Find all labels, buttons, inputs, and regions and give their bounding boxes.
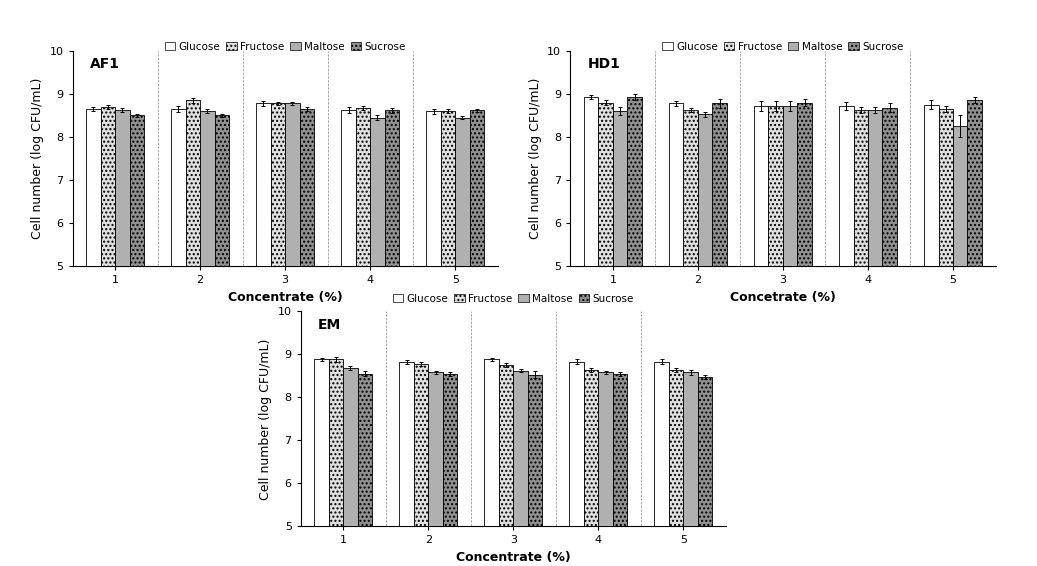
Bar xyxy=(426,111,441,266)
Bar xyxy=(598,372,613,526)
X-axis label: Concetrate (%): Concetrate (%) xyxy=(730,290,836,303)
Bar xyxy=(271,104,285,266)
Bar xyxy=(499,365,513,526)
Bar xyxy=(868,110,882,266)
Bar xyxy=(783,106,797,266)
Bar xyxy=(300,109,314,266)
Bar xyxy=(256,104,271,266)
Y-axis label: Cell number (log CFU/mL): Cell number (log CFU/mL) xyxy=(31,78,44,239)
Bar xyxy=(797,102,812,266)
Bar xyxy=(171,109,186,266)
Bar xyxy=(683,372,698,526)
Bar xyxy=(968,100,982,266)
Bar xyxy=(343,368,358,526)
Bar xyxy=(882,108,897,266)
Bar xyxy=(86,109,101,266)
Bar xyxy=(341,110,356,266)
Bar xyxy=(613,111,627,266)
Bar xyxy=(443,374,457,526)
Bar xyxy=(839,106,853,266)
Bar xyxy=(441,111,455,266)
Text: AF1: AF1 xyxy=(89,57,119,71)
X-axis label: Concentrate (%): Concentrate (%) xyxy=(456,551,570,564)
Bar xyxy=(200,111,215,266)
Bar xyxy=(712,104,727,266)
Bar xyxy=(130,115,144,266)
Legend: Glucose, Fructose, Maltose, Sucrose: Glucose, Fructose, Maltose, Sucrose xyxy=(663,42,903,52)
Bar xyxy=(598,102,613,266)
Bar xyxy=(385,110,399,266)
Bar xyxy=(938,109,953,266)
Bar xyxy=(924,105,938,266)
Bar xyxy=(101,107,115,266)
Bar xyxy=(584,97,598,266)
Bar xyxy=(953,126,968,266)
Bar xyxy=(329,359,343,526)
Text: EM: EM xyxy=(317,318,341,332)
Bar xyxy=(455,118,470,266)
Bar xyxy=(414,364,428,526)
Bar xyxy=(584,370,598,526)
Y-axis label: Cell number (log CFU/mL): Cell number (log CFU/mL) xyxy=(259,338,272,500)
Bar xyxy=(569,362,584,526)
Bar xyxy=(484,359,499,526)
Y-axis label: Cell number (log CFU/mL): Cell number (log CFU/mL) xyxy=(529,78,541,239)
Bar xyxy=(528,375,542,526)
Bar xyxy=(768,106,783,266)
Bar xyxy=(669,370,683,526)
Bar xyxy=(627,97,642,266)
Legend: Glucose, Fructose, Maltose, Sucrose: Glucose, Fructose, Maltose, Sucrose xyxy=(393,294,634,304)
Bar xyxy=(285,104,300,266)
Bar xyxy=(698,377,712,526)
Bar xyxy=(428,372,443,526)
Bar xyxy=(669,104,683,266)
Text: HD1: HD1 xyxy=(587,57,620,71)
Bar xyxy=(356,108,370,266)
Bar xyxy=(399,362,414,526)
Bar xyxy=(613,374,627,526)
Bar xyxy=(654,362,669,526)
Bar xyxy=(853,110,868,266)
Bar xyxy=(358,374,372,526)
Bar xyxy=(698,114,712,266)
Bar xyxy=(513,371,528,526)
Legend: Glucose, Fructose, Maltose, Sucrose: Glucose, Fructose, Maltose, Sucrose xyxy=(165,42,405,52)
Bar xyxy=(314,359,329,526)
Bar xyxy=(754,106,768,266)
X-axis label: Concentrate (%): Concentrate (%) xyxy=(228,290,342,303)
Bar xyxy=(115,110,130,266)
Bar xyxy=(215,115,229,266)
Bar xyxy=(470,110,484,266)
Bar xyxy=(370,118,385,266)
Bar xyxy=(186,100,200,266)
Bar xyxy=(683,110,698,266)
